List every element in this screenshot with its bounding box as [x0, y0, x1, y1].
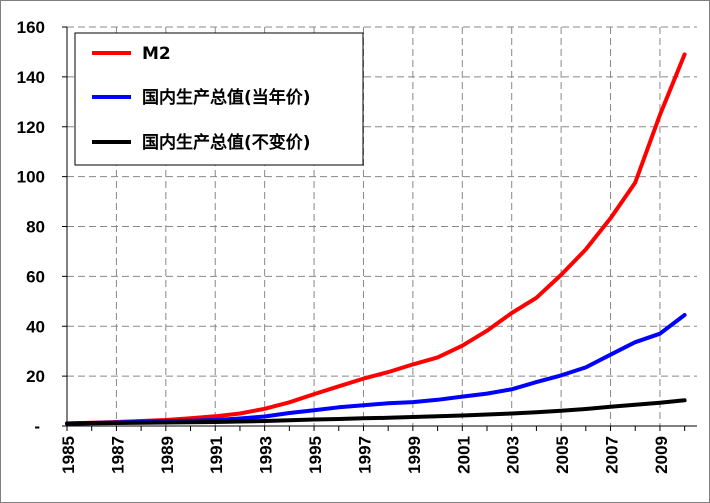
y-axis-ticks: - 20 40 60 80 100 120 140 160 [17, 18, 45, 436]
axes [62, 26, 697, 431]
x-tick-label: 1991 [207, 436, 226, 474]
x-tick-label: 1987 [108, 436, 127, 474]
x-tick-label: 1985 [59, 436, 78, 474]
x-tick-label: 2005 [553, 436, 572, 474]
x-tick-label: 2003 [504, 436, 523, 474]
x-tick-label: 1989 [158, 436, 177, 474]
x-tick-label: 1993 [257, 436, 276, 474]
x-tick-label: 1995 [306, 436, 325, 474]
x-tick-label: 1997 [355, 436, 374, 474]
series-line-gdp-constant [65, 398, 687, 426]
y-tick-label: 160 [17, 18, 45, 37]
y-tick-label: 40 [26, 317, 45, 336]
legend-label-gdp-constant: 国内生产总值(不变价) [142, 132, 311, 153]
x-tick-label: 1999 [405, 436, 424, 474]
y-tick-label: 60 [26, 267, 45, 286]
y-tick-label: 20 [26, 367, 45, 386]
x-tick-label: 2007 [603, 436, 622, 474]
x-tick-label: 2001 [454, 436, 473, 474]
legend: M2 国内生产总值(当年价) 国内生产总值(不变价) [74, 32, 364, 166]
legend-label-m2: M2 [142, 44, 171, 64]
y-tick-label: 80 [26, 218, 45, 237]
y-tick-label: 120 [17, 118, 45, 137]
y-tick-label: - [34, 417, 40, 436]
x-tick-label: 2009 [652, 436, 671, 474]
x-axis-ticks: 1985 1987 1989 1991 1993 1995 1997 1999 2001 2003… [59, 436, 671, 474]
legend-label-gdp-current: 国内生产总值(当年价) [142, 87, 311, 108]
y-tick-label: 100 [17, 168, 45, 187]
y-tick-label: 140 [17, 68, 45, 87]
series-lines [65, 52, 687, 426]
